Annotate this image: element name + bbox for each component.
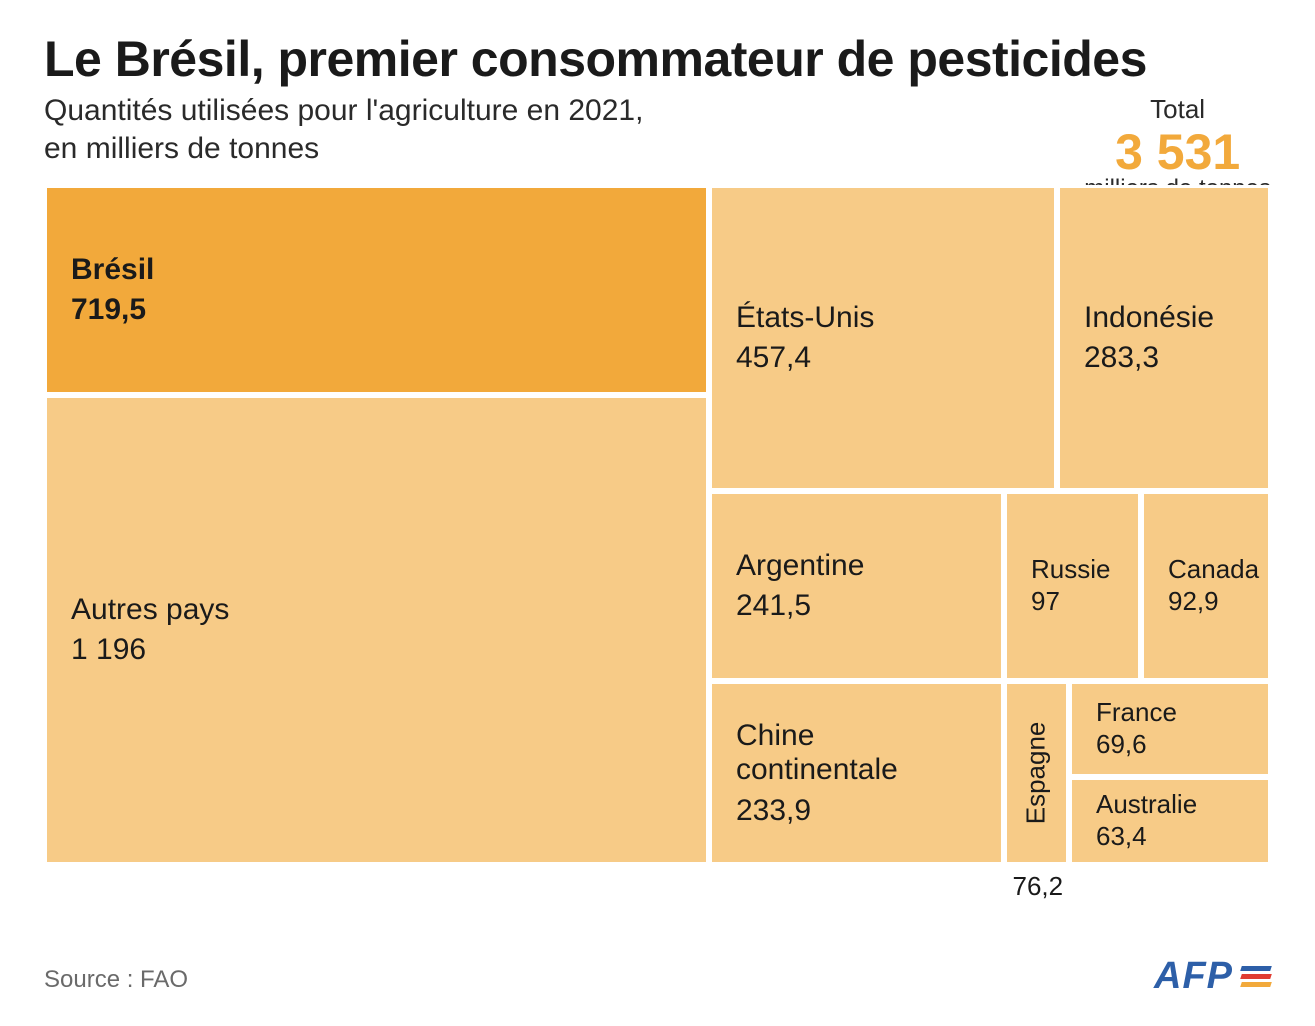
publisher-logo: AFP xyxy=(1154,955,1271,998)
cell-value: 283,3 xyxy=(1084,341,1268,375)
header: Le Brésil, premier consommateur de pesti… xyxy=(44,32,1271,167)
treemap-cell-usa: États-Unis 457,4 xyxy=(709,185,1057,491)
cell-name: Chinecontinentale xyxy=(736,719,1001,788)
treemap-chart: Brésil 719,5 Autres pays 1 196 États-Unis 457… xyxy=(44,185,1271,865)
cell-value: 92,9 xyxy=(1168,586,1268,617)
treemap-cell-australie: Australie63,4 xyxy=(1069,777,1271,865)
publisher-bars-icon xyxy=(1241,966,1271,987)
subtitle-line-2: en milliers de tonnes xyxy=(44,132,319,165)
cell-name: Autres pays xyxy=(71,593,706,628)
subtitle-line-1: Quantités utilisées pour l'agriculture e… xyxy=(44,94,643,127)
treemap-cell-indonesie: Indonésie 283,3 xyxy=(1057,185,1271,491)
treemap-cell-espagne: Espagne xyxy=(1004,681,1069,865)
cell-name: Russie xyxy=(1031,555,1138,585)
total-label-top: Total xyxy=(1084,94,1271,125)
cell-name: Espagne xyxy=(1022,722,1052,825)
cell-name: États-Unis xyxy=(736,301,1054,336)
cell-value: 69,6 xyxy=(1096,729,1268,760)
treemap-cell-argentine: Argentine 241,5 xyxy=(709,491,1004,681)
cell-name: Canada xyxy=(1168,555,1268,585)
cell-value: 1 196 xyxy=(71,633,706,667)
cell-name: Brésil xyxy=(71,253,706,288)
cell-name: Australie xyxy=(1096,790,1268,820)
treemap-cell-russie: Russie97 xyxy=(1004,491,1141,681)
treemap-cell-bresil: Brésil 719,5 xyxy=(44,185,709,395)
cell-name: Indonésie xyxy=(1084,301,1268,336)
cell-value-outside: 76,2 xyxy=(1013,871,1064,902)
cell-value: 719,5 xyxy=(71,293,706,327)
cell-value: 241,5 xyxy=(736,589,1001,623)
publisher-name: AFP xyxy=(1154,955,1233,998)
treemap-cell-autres: Autres pays 1 196 xyxy=(44,395,709,865)
cell-value: 63,4 xyxy=(1096,821,1268,852)
cell-name: France xyxy=(1096,698,1268,728)
treemap-cell-canada: Canada92,9 xyxy=(1141,491,1271,681)
cell-value: 233,9 xyxy=(736,794,1001,828)
treemap-cell-france: France69,6 xyxy=(1069,681,1271,777)
cell-value: 97 xyxy=(1031,586,1138,617)
cell-name: Argentine xyxy=(736,549,1001,584)
treemap-cell-chine: Chinecontinentale 233,9 xyxy=(709,681,1004,865)
source-text: Source : FAO xyxy=(44,966,188,994)
total-value: 3 531 xyxy=(1084,127,1271,177)
chart-title: Le Brésil, premier consommateur de pesti… xyxy=(44,32,1271,86)
cell-value: 457,4 xyxy=(736,341,1054,375)
